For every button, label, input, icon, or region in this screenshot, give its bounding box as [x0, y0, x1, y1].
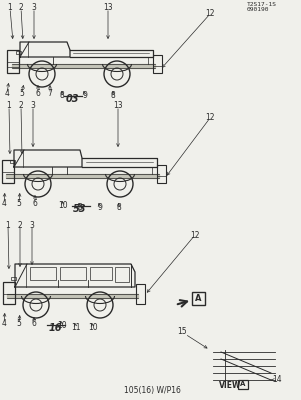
Text: 5: 5	[17, 200, 21, 208]
Text: 10: 10	[58, 202, 68, 210]
Text: 10: 10	[88, 324, 98, 332]
Text: 6: 6	[33, 200, 37, 208]
Text: 6: 6	[36, 90, 40, 98]
Bar	[3, 282, 15, 304]
Text: 5: 5	[17, 320, 21, 328]
Text: 2: 2	[18, 220, 22, 230]
Text: 12: 12	[205, 114, 215, 122]
Text: 1: 1	[7, 102, 11, 110]
Bar	[192, 292, 205, 305]
Text: 6: 6	[32, 320, 36, 328]
Text: 13: 13	[113, 102, 123, 110]
Bar	[2, 160, 14, 183]
Polygon shape	[6, 174, 159, 178]
Text: 14: 14	[272, 376, 282, 384]
Text: 11: 11	[71, 324, 81, 332]
Bar	[115, 267, 129, 282]
Bar	[16, 51, 21, 54]
Text: 16: 16	[48, 323, 62, 333]
Bar	[11, 277, 16, 280]
Text: 090190: 090190	[247, 7, 269, 12]
Text: T2S17-1S: T2S17-1S	[247, 2, 277, 7]
Bar	[30, 267, 56, 280]
Text: VIEW: VIEW	[219, 382, 241, 390]
Polygon shape	[12, 64, 155, 68]
Text: 13: 13	[103, 4, 113, 12]
Text: 1: 1	[8, 4, 12, 12]
Bar	[136, 284, 145, 304]
Text: 3: 3	[31, 102, 36, 110]
Text: 9: 9	[82, 92, 87, 100]
Text: A: A	[195, 294, 202, 303]
Text: 3: 3	[32, 4, 36, 12]
Text: 7: 7	[48, 90, 52, 98]
Text: 2: 2	[19, 4, 23, 12]
Text: 12: 12	[205, 10, 215, 18]
Text: 53: 53	[73, 204, 87, 214]
Bar	[10, 160, 15, 163]
Text: 03: 03	[65, 94, 79, 104]
Text: 2: 2	[19, 102, 23, 110]
Text: 4: 4	[2, 320, 6, 328]
Bar	[238, 380, 248, 389]
Bar	[90, 267, 112, 280]
Bar	[157, 165, 166, 183]
Text: 1: 1	[6, 220, 10, 230]
Text: 8: 8	[116, 204, 121, 212]
Text: 9: 9	[98, 204, 102, 212]
Text: 12: 12	[190, 230, 200, 240]
Text: 15: 15	[177, 328, 187, 336]
Text: 3: 3	[29, 220, 34, 230]
Text: 4: 4	[2, 200, 6, 208]
Bar	[7, 50, 19, 73]
Text: 5: 5	[20, 90, 24, 98]
Text: 8: 8	[60, 92, 64, 100]
Text: 8: 8	[111, 92, 115, 100]
Bar	[153, 55, 162, 73]
Text: A: A	[240, 382, 246, 388]
Polygon shape	[7, 294, 138, 298]
Text: 105(16) W/P16: 105(16) W/P16	[124, 386, 180, 395]
Text: 10: 10	[57, 322, 67, 330]
Text: 8: 8	[78, 204, 82, 212]
Bar	[60, 267, 86, 280]
Text: 4: 4	[5, 90, 9, 98]
